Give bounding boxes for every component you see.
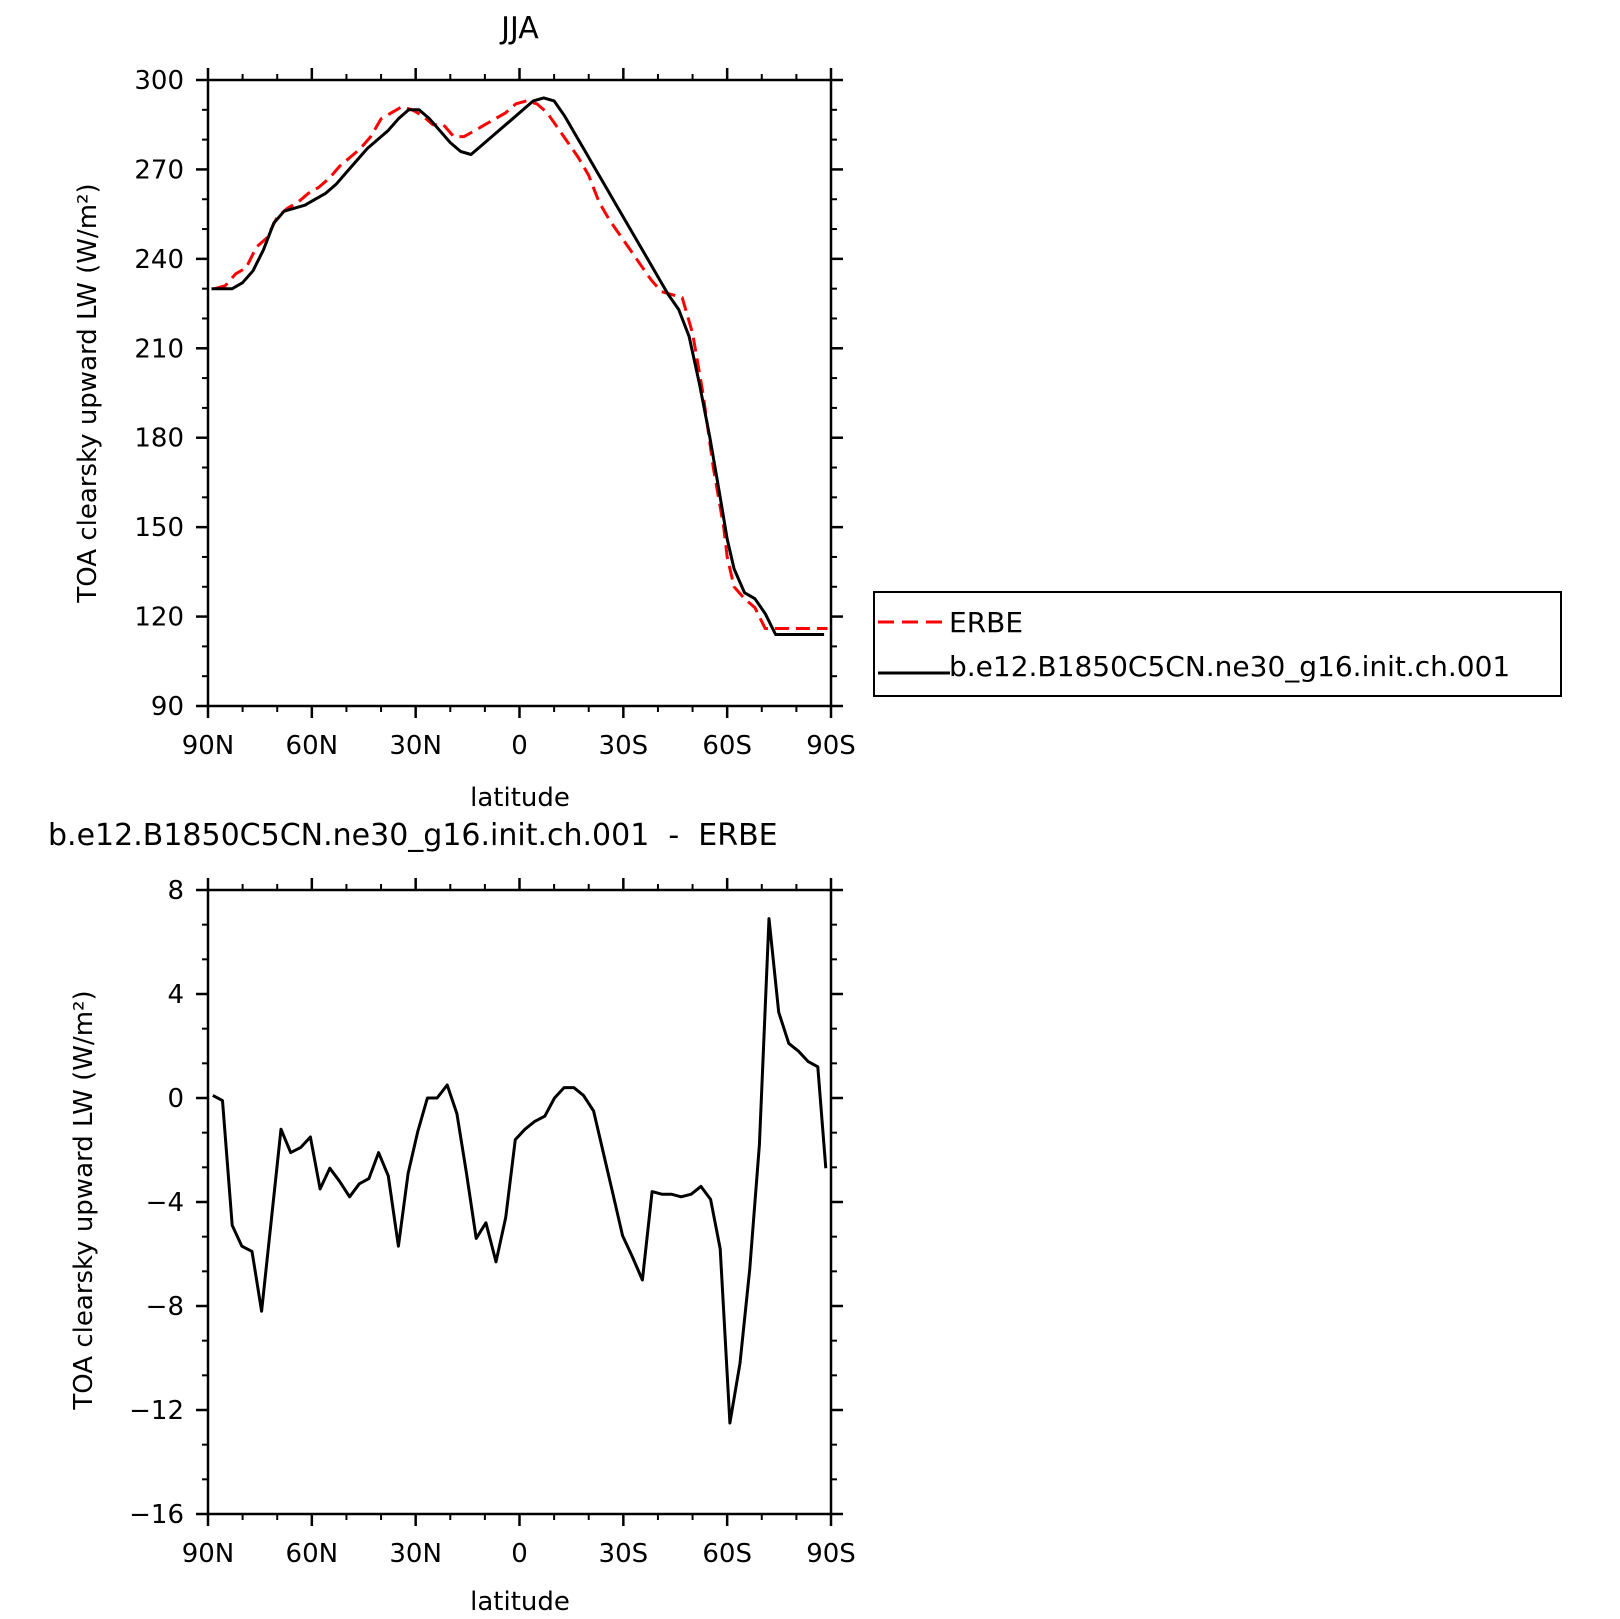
bottom-y-tick-label: −4 (146, 1188, 184, 1218)
top-x-tick-label: 90S (806, 731, 856, 761)
legend-label-model: b.e12.B1850C5CN.ne30_g16.init.ch.001 (949, 650, 1510, 683)
bottom-y-tick-label: −12 (129, 1396, 184, 1426)
bottom-x-tick-label: 60N (286, 1539, 339, 1569)
top-chart: JJA 90N 60N 30N 0 30S 60S 90S 90 120 150 180 210 240… (73, 11, 856, 813)
bottom-x-tick-label: 30N (389, 1539, 442, 1569)
top-chart-frame (206, 78, 833, 708)
top-x-tick-label: 90N (182, 731, 235, 761)
bottom-x-tick-label: 90N (182, 1539, 235, 1569)
top-x-tick-label: 0 (511, 731, 528, 761)
bottom-x-tick-label: 90S (806, 1539, 856, 1569)
bottom-chart-frame (206, 888, 833, 1516)
top-y-tick-label: 210 (134, 334, 184, 364)
bottom-x-tick-label: 60S (702, 1539, 752, 1569)
top-x-tick-label: 60S (702, 731, 752, 761)
top-y-tick-label: 270 (134, 155, 184, 185)
bottom-series-line-0 (212, 917, 828, 1425)
top-y-tick-label: 120 (134, 603, 184, 633)
top-chart-title: JJA (499, 11, 539, 46)
bottom-x-tick-label: 30S (599, 1539, 649, 1569)
bottom-y-tick-label: −8 (146, 1292, 184, 1322)
legend-box (873, 591, 1562, 697)
top-x-tick-label: 60N (286, 731, 339, 761)
bottom-y-tick-label: 0 (167, 1084, 184, 1114)
bottom-y-tick-label: 4 (167, 980, 184, 1010)
legend-label-erbe: ERBE (949, 606, 1023, 639)
bottom-x-tick-label: 0 (511, 1539, 528, 1569)
top-y-tick-label: 150 (134, 513, 184, 543)
top-series-line-1 (211, 96, 825, 636)
top-y-tick-label: 240 (134, 245, 184, 275)
top-series-line-0 (214, 99, 828, 630)
bottom-y-tick-label: −16 (129, 1500, 184, 1530)
bottom-chart-xlabel: latitude (470, 1587, 570, 1617)
top-y-tick-label: 180 (134, 424, 184, 454)
top-y-tick-label: 90 (151, 692, 184, 722)
bottom-chart-ylabel: TOA clearsky upward LW (W/m²) (69, 990, 99, 1410)
legend: ERBE b.e12.B1850C5CN.ne30_g16.init.ch.00… (873, 591, 1562, 697)
top-chart-ylabel: TOA clearsky upward LW (W/m²) (73, 183, 103, 603)
top-x-tick-label: 30S (599, 731, 649, 761)
bottom-y-tick-label: 8 (167, 876, 184, 906)
top-y-tick-label: 300 (134, 66, 184, 96)
bottom-chart-title: b.e12.B1850C5CN.ne30_g16.init.ch.001 - E… (48, 818, 778, 853)
top-chart-xlabel: latitude (470, 783, 570, 813)
top-x-tick-label: 30N (389, 731, 442, 761)
bottom-chart: b.e12.B1850C5CN.ne30_g16.init.ch.001 - E… (48, 818, 856, 1617)
